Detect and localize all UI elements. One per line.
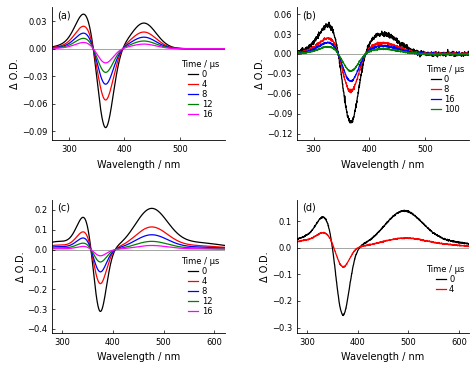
Y-axis label: Δ O.D.: Δ O.D. [16, 251, 26, 282]
Y-axis label: Δ O.D.: Δ O.D. [10, 59, 20, 89]
Legend: 0, 4, 8, 12, 16: 0, 4, 8, 12, 16 [180, 256, 220, 317]
Legend: 0, 4, 8, 12, 16: 0, 4, 8, 12, 16 [180, 59, 220, 120]
X-axis label: Wavelength / nm: Wavelength / nm [97, 352, 180, 362]
Legend: 0, 8, 16, 100: 0, 8, 16, 100 [425, 64, 465, 115]
Text: (b): (b) [302, 10, 316, 20]
X-axis label: Wavelength / nm: Wavelength / nm [97, 160, 180, 170]
Text: (a): (a) [57, 10, 71, 20]
Y-axis label: Δ O.D.: Δ O.D. [255, 59, 265, 89]
X-axis label: Wavelength / nm: Wavelength / nm [341, 352, 425, 362]
Text: (d): (d) [302, 203, 316, 213]
X-axis label: Wavelength / nm: Wavelength / nm [341, 160, 425, 170]
Y-axis label: Δ O.D.: Δ O.D. [260, 251, 270, 282]
Legend: 0, 4: 0, 4 [425, 264, 465, 295]
Text: (c): (c) [57, 203, 70, 213]
